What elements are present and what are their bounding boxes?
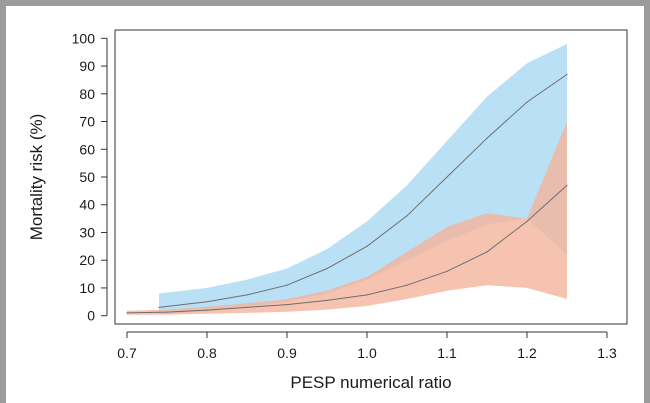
data-point (526, 220, 528, 222)
data-point (206, 301, 208, 303)
data-point (526, 101, 528, 103)
data-point (406, 215, 408, 217)
x-tick-label: 1.3 (597, 345, 617, 361)
plot-box (114, 29, 628, 325)
y-tick-label: 0 (87, 308, 95, 324)
y-axis-title: Mortality risk (%) (27, 114, 46, 241)
data-point (446, 176, 448, 178)
data-point (486, 137, 488, 139)
x-tick-label: 0.9 (277, 345, 297, 361)
y-tick-label: 10 (79, 280, 95, 296)
x-tick-label: 0.8 (197, 345, 217, 361)
data-point (246, 294, 248, 296)
data-point (246, 306, 248, 308)
data-point (326, 299, 328, 301)
y-tick-label: 100 (72, 30, 96, 46)
data-point (366, 294, 368, 296)
y-tick-label: 80 (79, 86, 95, 102)
data-point (206, 309, 208, 311)
data-point (286, 304, 288, 306)
data-point (286, 284, 288, 286)
y-tick-label: 30 (79, 224, 95, 240)
data-point (166, 311, 168, 313)
data-point (326, 267, 328, 270)
series-lines (126, 73, 568, 314)
confidence-band-1 (159, 43, 567, 315)
data-point (406, 284, 408, 286)
confidence-bands (127, 43, 567, 315)
y-tick-label: 60 (79, 141, 95, 157)
data-point (566, 184, 568, 186)
x-tick-label: 1.2 (517, 345, 537, 361)
y-tick-label: 20 (79, 252, 95, 268)
x-axis-title: PESP numerical ratio (290, 373, 451, 392)
y-axis: 0 10 20 30 40 50 60 70 80 90 100 (72, 30, 108, 324)
x-tick-label: 0.7 (117, 345, 137, 361)
data-point (126, 312, 128, 314)
data-point (446, 270, 448, 272)
data-point (366, 245, 368, 247)
y-tick-label: 50 (79, 169, 95, 185)
x-tick-label: 1.1 (437, 345, 457, 361)
data-point (486, 251, 488, 253)
y-tick-label: 70 (79, 114, 95, 130)
data-point (158, 306, 160, 308)
y-tick-label: 40 (79, 197, 95, 213)
data-point (566, 73, 568, 75)
x-tick-label: 1.0 (357, 345, 377, 361)
x-axis: 0.7 0.8 0.9 1.0 1.1 1.2 1.3 (117, 331, 617, 361)
series-line-2 (126, 184, 568, 314)
y-tick-label: 90 (79, 58, 95, 74)
